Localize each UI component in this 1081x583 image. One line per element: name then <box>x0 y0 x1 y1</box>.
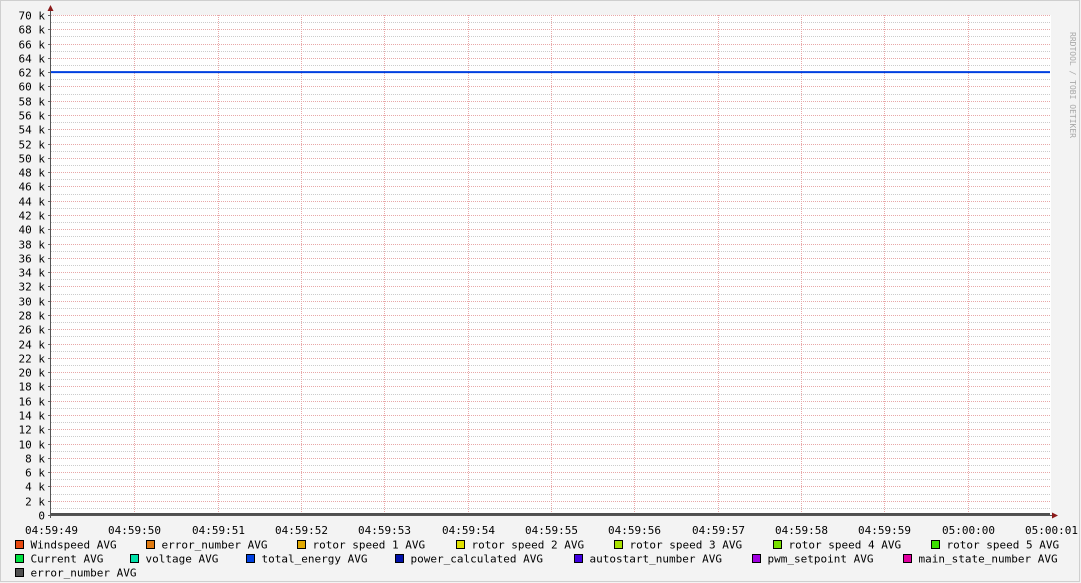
legend-swatch <box>246 554 255 563</box>
x-tick-label: 04:59:58 <box>775 524 828 537</box>
y-tick-label: 8 k <box>25 453 45 466</box>
legend-label: total_energy AVG <box>262 553 368 566</box>
x-tick-label: 05:00:00 <box>942 524 995 537</box>
legend-label: main_state_number AVG <box>919 553 1058 566</box>
y-tick-label: 12 k <box>19 424 46 437</box>
legend-swatch <box>903 554 912 563</box>
y-tick-label: 32 k <box>19 281 46 294</box>
legend-swatch <box>297 540 306 549</box>
y-tick-label: 20 k <box>19 367 46 380</box>
legend-label: rotor speed 4 AVG <box>789 539 902 552</box>
x-axis-labels: 04:59:49 04:59:50 04:59:51 04:59:52 04:59:53… <box>25 524 1078 537</box>
y-tick-label: 34 k <box>19 267 46 280</box>
series-lines <box>51 71 1050 515</box>
y-tick-label: 56 k <box>19 110 46 123</box>
legend-label: voltage AVG <box>146 553 219 566</box>
legend-swatch <box>15 568 24 577</box>
y-tick-label: 44 k <box>19 196 46 209</box>
y-tick-label: 66 k <box>19 39 46 52</box>
y-tick-label: 52 k <box>19 139 46 152</box>
y-tick-label: 22 k <box>19 353 46 366</box>
legend-swatch <box>130 554 139 563</box>
y-tick-label: 50 k <box>19 153 46 166</box>
axes <box>47 5 1058 519</box>
y-axis-arrow <box>47 5 54 11</box>
y-tick-label: 24 k <box>19 339 46 352</box>
legend-label: autostart_number AVG <box>590 553 722 566</box>
legend-label: Current AVG <box>31 553 104 566</box>
y-tick-label: 64 k <box>19 53 46 66</box>
y-tick-label: 70 k <box>19 10 46 23</box>
legend-swatch <box>395 554 404 563</box>
legend-swatch <box>15 540 24 549</box>
watermark: RRDTOOL / TOBI OETIKER <box>1068 32 1077 138</box>
legend-swatch <box>456 540 465 549</box>
legend-swatch <box>146 540 155 549</box>
legend-swatch <box>773 540 782 549</box>
legend-label: Windspeed AVG <box>31 539 117 552</box>
y-tick-label: 40 k <box>19 224 46 237</box>
y-tick-label: 62 k <box>19 67 46 80</box>
legend-label: pwm_setpoint AVG <box>768 553 874 566</box>
legend-swatch <box>614 540 623 549</box>
y-tick-label: 60 k <box>19 81 46 94</box>
x-tick-label: 04:59:53 <box>358 524 411 537</box>
x-tick-label: 05:00:01 <box>1025 524 1078 537</box>
legend-label: rotor speed 2 AVG <box>472 539 585 552</box>
y-tick-label: 2 k <box>25 496 45 509</box>
y-tick-label: 42 k <box>19 210 46 223</box>
y-tick-label: 14 k <box>19 410 46 423</box>
x-tick-label: 04:59:49 <box>25 524 78 537</box>
y-tick-label: 0 <box>38 510 45 523</box>
legend-label: rotor speed 3 AVG <box>630 539 743 552</box>
x-tick-label: 04:59:50 <box>108 524 161 537</box>
y-tick-label: 26 k <box>19 324 46 337</box>
x-axis-arrow <box>1052 512 1058 519</box>
legend-label: error_number AVG <box>31 567 137 580</box>
y-tick-label: 48 k <box>19 167 46 180</box>
y-tick-label: 38 k <box>19 239 46 252</box>
legend-swatch <box>15 554 24 563</box>
x-tick-label: 04:59:56 <box>608 524 661 537</box>
y-axis-labels: 02 k 4 k6 k8 k10 k 12 k14 k16 k 18 k20 k22 … <box>19 10 46 523</box>
grid <box>51 15 1051 515</box>
legend-label: error_number AVG <box>162 539 268 552</box>
legend-swatch <box>752 554 761 563</box>
x-tick-label: 04:59:59 <box>858 524 911 537</box>
legend: Windspeed AVG error_number AVG rotor speed… <box>15 539 1060 580</box>
x-tick-label: 04:59:57 <box>692 524 745 537</box>
x-tick-label: 04:59:55 <box>525 524 578 537</box>
legend-label: power_calculated AVG <box>411 553 543 566</box>
legend-swatch <box>931 540 940 549</box>
y-tick-label: 6 k <box>25 467 45 480</box>
x-tick-label: 04:59:54 <box>442 524 495 537</box>
y-tick-label: 28 k <box>19 310 46 323</box>
y-tick-label: 36 k <box>19 253 46 266</box>
y-tick-label: 30 k <box>19 296 46 309</box>
y-tick-label: 16 k <box>19 396 46 409</box>
x-tick-label: 04:59:52 <box>275 524 328 537</box>
y-tick-label: 54 k <box>19 124 46 137</box>
y-tick-label: 4 k <box>25 481 45 494</box>
y-tick-label: 18 k <box>19 381 46 394</box>
y-tick-label: 58 k <box>19 96 46 109</box>
legend-swatch <box>574 554 583 563</box>
legend-label: rotor speed 1 AVG <box>313 539 426 552</box>
legend-label: rotor speed 5 AVG <box>947 539 1060 552</box>
x-tick-label: 04:59:51 <box>192 524 245 537</box>
y-tick-label: 10 k <box>19 439 46 452</box>
y-tick-label: 46 k <box>19 181 46 194</box>
y-tick-label: 68 k <box>19 24 46 37</box>
